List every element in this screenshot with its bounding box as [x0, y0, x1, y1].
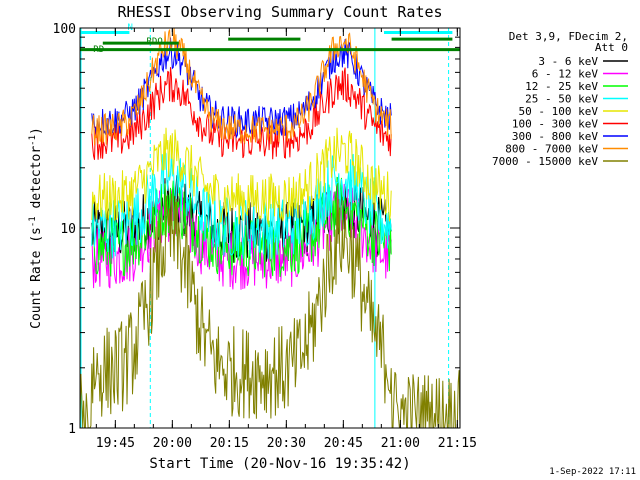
flag-label-rdo-left: RD	[93, 45, 104, 55]
series-line-3	[91, 149, 392, 259]
x-tick-label-6: 21:15	[438, 436, 477, 451]
y-tick-label-1: 10	[60, 222, 76, 237]
y-tick-label-0: 1	[68, 422, 76, 437]
axes: 19:45 20:00 20:15 20:30 20:45 21:00 21:15 1 10 10…	[53, 22, 477, 451]
series-group	[79, 28, 461, 429]
chart-title: RHESSI Observing Summary Count Rates	[117, 3, 442, 21]
legend-label-2: 12 - 25 keV	[525, 80, 598, 93]
legend-label-6: 300 - 800 keV	[512, 130, 598, 143]
x-tick-label-4: 20:45	[324, 436, 363, 451]
flag-label-rdo-right: RDO	[147, 37, 163, 47]
x-tick-label-5: 21:00	[381, 436, 420, 451]
y-label-main: Count Rate (s	[29, 227, 44, 329]
y-tick-label-2: 100	[53, 22, 76, 37]
x-tick-label-0: 19:45	[96, 436, 135, 451]
legend-label-3: 25 - 50 keV	[525, 93, 598, 106]
series-line-1	[91, 183, 392, 290]
x-tick-label-3: 20:30	[267, 436, 306, 451]
y-label-mid: detector	[29, 146, 44, 217]
series-line-5	[91, 67, 392, 160]
legend-label-0: 3 - 6 keV	[538, 55, 598, 68]
legend-header-line-2: Att 0	[595, 41, 628, 54]
series-line-8	[79, 193, 461, 429]
series-line-4	[91, 127, 392, 225]
legend-label-8: 7000 - 15000 keV	[492, 155, 598, 168]
x-tick-label-1: 20:00	[153, 436, 192, 451]
legend-label-1: 6 - 12 keV	[532, 68, 599, 81]
legend-label-5: 100 - 300 keV	[512, 118, 598, 131]
legend-label-7: 800 - 7000 keV	[505, 143, 598, 156]
footer-timestamp: 1-Sep-2022 17:11	[549, 467, 636, 477]
y-label-sup2: -1	[28, 135, 38, 146]
x-axis-label: Start Time (20-Nov-16 19:35:42)	[149, 456, 410, 472]
y-label-sup1: -1	[28, 216, 38, 227]
y-axis-label: Count Rate (s-1 detector-1)	[28, 127, 44, 329]
legend-header-line-1: Det 3,9, FDecim 2,	[509, 30, 628, 43]
x-tick-label-2: 20:15	[210, 436, 249, 451]
series-line-7	[91, 28, 392, 146]
legend-label-4: 50 - 100 keV	[519, 105, 599, 118]
y-label-end: )	[29, 127, 44, 135]
